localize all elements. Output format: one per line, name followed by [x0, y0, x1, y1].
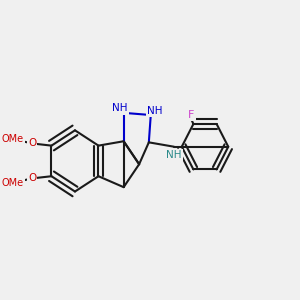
Text: F: F	[188, 110, 195, 120]
Text: NH: NH	[147, 106, 162, 116]
Text: OMe: OMe	[2, 178, 24, 188]
Text: NH: NH	[112, 103, 128, 113]
Text: OMe: OMe	[2, 134, 24, 144]
Text: NH: NH	[166, 151, 182, 160]
Text: O: O	[28, 138, 36, 148]
Text: O: O	[28, 173, 36, 183]
